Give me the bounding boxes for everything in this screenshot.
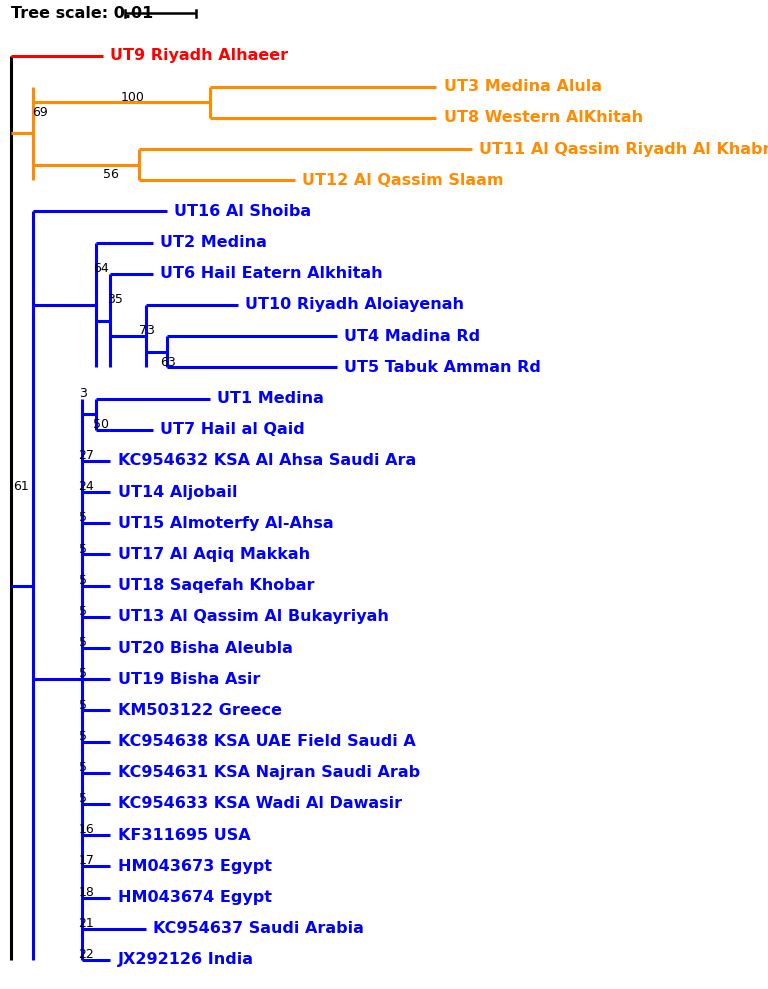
Text: 73: 73 (139, 324, 154, 337)
Text: 100: 100 (121, 91, 145, 105)
Text: KC954632 KSA Al Ahsa Saudi Ara: KC954632 KSA Al Ahsa Saudi Ara (118, 453, 415, 469)
Text: UT1 Medina: UT1 Medina (217, 391, 323, 406)
Text: UT9 Riyadh Alhaeer: UT9 Riyadh Alhaeer (111, 48, 289, 63)
Text: KC954631 KSA Najran Saudi Arab: KC954631 KSA Najran Saudi Arab (118, 765, 419, 780)
Text: UT4 Madina Rd: UT4 Madina Rd (344, 328, 481, 343)
Text: UT6 Hail Eatern Alkhitah: UT6 Hail Eatern Alkhitah (160, 266, 382, 281)
Text: JX292126 India: JX292126 India (118, 952, 253, 967)
Text: 17: 17 (78, 854, 94, 867)
Text: KC954633 KSA Wadi Al Dawasir: KC954633 KSA Wadi Al Dawasir (118, 796, 402, 811)
Text: 3: 3 (78, 387, 87, 400)
Text: UT13 Al Qassim Al Bukayriyah: UT13 Al Qassim Al Bukayriyah (118, 609, 389, 624)
Text: HM043673 Egypt: HM043673 Egypt (118, 858, 272, 874)
Text: 22: 22 (78, 948, 94, 961)
Text: 5: 5 (78, 792, 87, 805)
Text: 5: 5 (78, 761, 87, 774)
Text: UT19 Bisha Asir: UT19 Bisha Asir (118, 672, 260, 686)
Text: 5: 5 (78, 511, 87, 524)
Text: KF311695 USA: KF311695 USA (118, 828, 250, 843)
Text: KM503122 Greece: KM503122 Greece (118, 703, 282, 718)
Text: UT15 Almoterfy Al-Ahsa: UT15 Almoterfy Al-Ahsa (118, 516, 333, 531)
Text: 5: 5 (78, 636, 87, 649)
Text: UT17 Al Aqiq Makkah: UT17 Al Aqiq Makkah (118, 547, 310, 562)
Text: 5: 5 (78, 605, 87, 618)
Text: 5: 5 (78, 574, 87, 586)
Text: UT20 Bisha Aleubla: UT20 Bisha Aleubla (118, 641, 293, 656)
Text: 50: 50 (93, 418, 109, 431)
Text: KC954638 KSA UAE Field Saudi A: KC954638 KSA UAE Field Saudi A (118, 734, 415, 749)
Text: UT16 Al Shoiba: UT16 Al Shoiba (174, 204, 311, 219)
Text: UT11 Al Qassim Riyadh Al Khabr: UT11 Al Qassim Riyadh Al Khabr (479, 141, 768, 156)
Text: 69: 69 (32, 106, 48, 119)
Text: 5: 5 (78, 543, 87, 556)
Text: 64: 64 (93, 262, 108, 275)
Text: 27: 27 (78, 449, 94, 462)
Text: UT8 Western AlKhitah: UT8 Western AlKhitah (444, 111, 643, 126)
Text: UT14 Aljobail: UT14 Aljobail (118, 485, 237, 499)
Text: 5: 5 (78, 730, 87, 743)
Text: 24: 24 (78, 481, 94, 494)
Text: 35: 35 (107, 293, 123, 307)
Text: 16: 16 (78, 823, 94, 837)
Text: 56: 56 (104, 168, 119, 181)
Text: 63: 63 (160, 355, 176, 369)
Text: UT3 Medina Alula: UT3 Medina Alula (444, 79, 601, 94)
Text: 18: 18 (78, 886, 94, 899)
Text: UT7 Hail al Qaid: UT7 Hail al Qaid (160, 422, 305, 437)
Text: UT12 Al Qassim Slaam: UT12 Al Qassim Slaam (302, 173, 503, 188)
Text: UT10 Riyadh Aloiayenah: UT10 Riyadh Aloiayenah (245, 298, 464, 313)
Text: UT5 Tabuk Amman Rd: UT5 Tabuk Amman Rd (344, 360, 541, 375)
Text: Tree scale: 0.01: Tree scale: 0.01 (12, 6, 154, 21)
Text: 61: 61 (12, 481, 28, 494)
Text: UT2 Medina: UT2 Medina (160, 235, 267, 250)
Text: 5: 5 (78, 698, 87, 711)
Text: KC954637 Saudi Arabia: KC954637 Saudi Arabia (153, 921, 364, 937)
Text: 21: 21 (78, 917, 94, 930)
Text: 5: 5 (78, 668, 87, 680)
Text: UT18 Saqefah Khobar: UT18 Saqefah Khobar (118, 579, 314, 593)
Text: HM043674 Egypt: HM043674 Egypt (118, 890, 272, 905)
